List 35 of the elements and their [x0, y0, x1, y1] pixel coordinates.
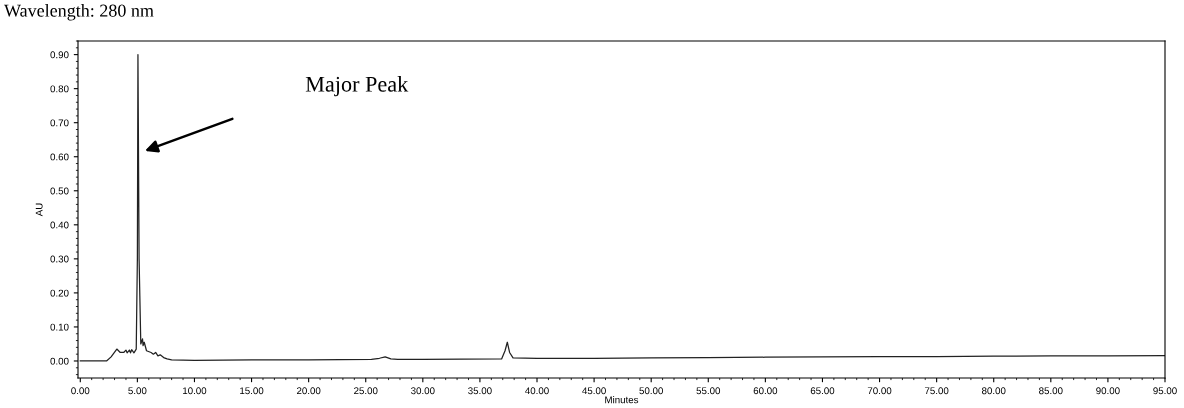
x-tick-label: 45.00 [582, 387, 606, 395]
x-tick-label: 85.00 [1039, 387, 1063, 395]
x-tick-label: 25.00 [354, 387, 378, 395]
x-tick-label: 30.00 [411, 387, 435, 395]
x-tick-label: 95.00 [1153, 387, 1177, 395]
y-tick-label: 0.50 [50, 187, 69, 195]
x-tick-label: 10.00 [183, 387, 207, 395]
y-tick-label: 0.10 [50, 323, 69, 331]
x-tick-label: 20.00 [296, 387, 321, 395]
y-tick-label: 0.40 [50, 221, 69, 229]
chart-title: Wavelength: 280 nm [4, 4, 154, 21]
x-tick-label: 15.00 [240, 387, 264, 395]
x-tick-label: 60.00 [753, 387, 778, 395]
y-tick-label: 0.90 [50, 51, 69, 59]
x-tick-label: 55.00 [696, 387, 721, 395]
x-tick-label: 40.00 [525, 387, 549, 395]
y-axis-title: AU [35, 203, 43, 217]
y-tick-label: 0.80 [50, 85, 69, 93]
x-tick-label: 35.00 [468, 387, 492, 395]
x-tick-label: 0.00 [71, 387, 90, 395]
x-tick-label: 5.00 [128, 387, 147, 395]
x-tick-label: 75.00 [924, 387, 949, 395]
y-tick-label: 0.00 [50, 357, 69, 365]
y-tick-label: 0.30 [50, 255, 69, 263]
line-series [79, 53, 1165, 362]
x-tick-label: 90.00 [1096, 387, 1120, 395]
x-tick-label: 70.00 [867, 387, 892, 395]
y-tick-label: 0.20 [50, 289, 69, 297]
y-tick-label: 0.60 [50, 153, 69, 161]
x-axis-title: Minutes [605, 396, 639, 404]
x-tick-label: 65.00 [810, 387, 835, 395]
x-tick-label: 80.00 [981, 387, 1006, 395]
x-tick-label: 50.00 [639, 387, 663, 395]
annotation: Major Peak [305, 76, 409, 97]
y-tick-label: 0.70 [50, 119, 69, 127]
